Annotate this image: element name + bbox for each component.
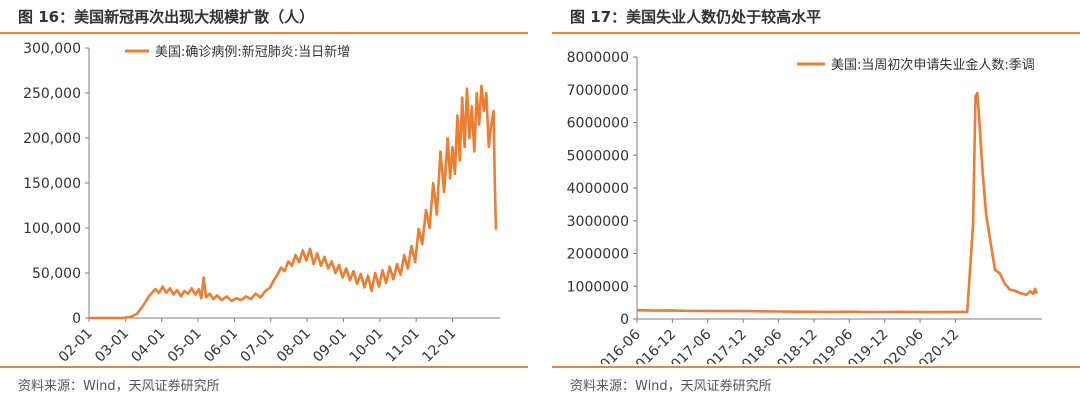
y-tick-label: 2000000 — [567, 247, 629, 263]
y-tick-label: 50,000 — [32, 266, 81, 282]
x-tick-label: 12-01 — [419, 326, 459, 364]
x-tick-label: 08-01 — [274, 326, 314, 364]
right-figure-panel: 图 17：美国失业人数仍处于较高水平 0 1000000 2000000 300000… — [552, 0, 1080, 401]
left-figure-panel: 图 16：美国新冠再次出现大规模扩散（人） 0 50,000 100,000 150,… — [0, 0, 528, 401]
left-top-rule — [0, 32, 528, 34]
y-tick-label: 8000000 — [567, 50, 629, 66]
x-tick-label: 05-01 — [165, 326, 205, 364]
y-tick-label: 100,000 — [23, 221, 81, 237]
y-tick-label: 150,000 — [23, 176, 81, 192]
legend-label: 美国:当周初次申请失业金人数:季调 — [831, 57, 1035, 73]
left-bottom-rule — [0, 366, 528, 368]
legend-label: 美国:确诊病例:新冠肺炎:当日新增 — [155, 44, 350, 60]
right-bottom-rule — [552, 366, 1080, 368]
left-source-note: 资料来源：Wind，天风证券研究所 — [18, 379, 220, 394]
x-tick-label: 07-01 — [238, 326, 278, 364]
y-tick-label: 6000000 — [567, 116, 629, 132]
y-tick-label: 7000000 — [567, 83, 629, 99]
y-tick-label: 3000000 — [567, 214, 629, 230]
right-top-rule — [552, 32, 1080, 34]
x-tick-label: 03-01 — [92, 326, 132, 364]
left-figure-title: 图 16：美国新冠再次出现大规模扩散（人） — [18, 8, 315, 26]
y-tick-label: 0 — [620, 312, 629, 328]
series-line — [636, 91, 1039, 314]
x-tick-label: 11-01 — [383, 326, 423, 364]
y-tick-label: 0 — [72, 311, 81, 327]
x-tick-label: 10-01 — [347, 326, 387, 364]
y-tick-label: 250,000 — [23, 86, 81, 102]
right-chart: 0 1000000 2000000 3000000 4000000 5000000 6000… — [567, 50, 1042, 364]
left-chart: 0 50,000 100,000 150,000 200,000 250,000 300,0… — [23, 41, 500, 364]
y-tick-label: 1000000 — [567, 279, 629, 295]
x-tick-label: 02-01 — [56, 326, 96, 364]
y-tick-label: 200,000 — [23, 131, 81, 147]
series-line — [89, 84, 498, 320]
y-tick-label: 4000000 — [567, 181, 629, 197]
x-tick-label: 09-01 — [310, 326, 350, 364]
right-source-note: 资料来源：Wind，天风证券研究所 — [570, 379, 772, 394]
y-tick-label: 5000000 — [567, 148, 629, 164]
x-tick-label: 06-01 — [201, 326, 241, 364]
right-figure-title: 图 17：美国失业人数仍处于较高水平 — [570, 8, 822, 26]
x-tick-label: 04-01 — [128, 326, 168, 364]
y-tick-label: 300,000 — [23, 41, 81, 57]
